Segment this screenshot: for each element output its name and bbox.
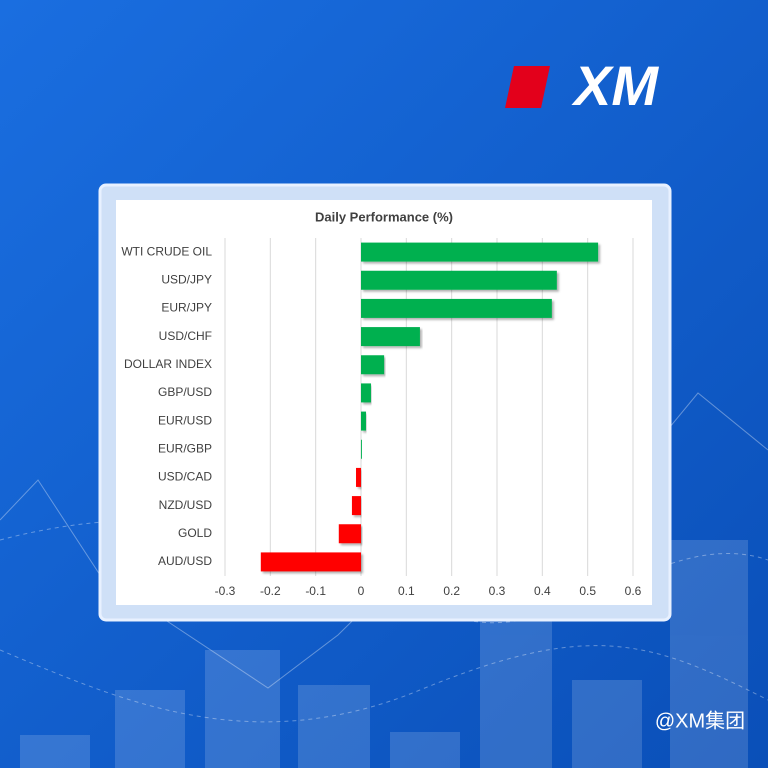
bar (260, 552, 361, 572)
bar (361, 411, 366, 431)
y-tick-label: DOLLAR INDEX (124, 357, 212, 371)
bar (361, 355, 385, 375)
x-tick-label: 0.6 (625, 584, 642, 598)
x-tick-label: 0.1 (398, 584, 415, 598)
y-tick-label: GBP/USD (158, 385, 212, 399)
x-tick-label: 0 (358, 584, 365, 598)
bar (361, 270, 557, 290)
x-tick-label: 0.3 (489, 584, 506, 598)
chart-title: Daily Performance (%) (315, 209, 453, 224)
x-tick-label: 0.5 (579, 584, 596, 598)
y-tick-label: EUR/JPY (161, 301, 212, 315)
x-tick-label: -0.3 (215, 584, 236, 598)
plot: -0.3 -0.2 -0.1 0 0.1 0.2 0.3 0.4 0.5 0.6 WTI CRUDE… (121, 238, 642, 598)
logo-mark (505, 66, 550, 108)
x-tick-label: 0.4 (534, 584, 551, 598)
y-tick-label: GOLD (178, 526, 212, 540)
decor-bars (20, 540, 748, 768)
y-tick-label: USD/CHF (159, 329, 212, 343)
y-tick-label: USD/JPY (161, 272, 212, 286)
chart-area (116, 200, 652, 605)
bar (361, 439, 362, 459)
y-tick-label: NZD/USD (159, 498, 213, 512)
logo: XM (571, 54, 659, 117)
bar (361, 327, 420, 347)
watermark: @XM集团 (655, 709, 745, 732)
bar (361, 298, 552, 318)
x-tick-label: 0.2 (443, 584, 460, 598)
bar (351, 496, 361, 516)
y-tick-label: AUD/USD (158, 554, 212, 568)
bar (356, 467, 361, 487)
bar (361, 383, 371, 403)
bar (361, 242, 599, 262)
bar (338, 524, 361, 544)
y-tick-label: EUR/USD (158, 413, 212, 427)
x-tick-label: -0.2 (260, 584, 281, 598)
y-tick-label: USD/CAD (158, 470, 212, 484)
y-tick-label: EUR/GBP (158, 441, 212, 455)
x-tick-label: -0.1 (305, 584, 326, 598)
y-tick-label: WTI CRUDE OIL (121, 244, 212, 258)
